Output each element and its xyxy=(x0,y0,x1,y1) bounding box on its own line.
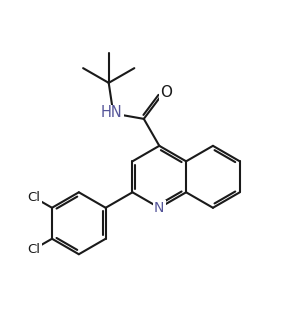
Text: O: O xyxy=(160,85,172,100)
Text: N: N xyxy=(154,201,165,215)
Text: Cl: Cl xyxy=(28,191,41,204)
Text: Cl: Cl xyxy=(28,243,41,255)
Text: HN: HN xyxy=(101,105,123,120)
